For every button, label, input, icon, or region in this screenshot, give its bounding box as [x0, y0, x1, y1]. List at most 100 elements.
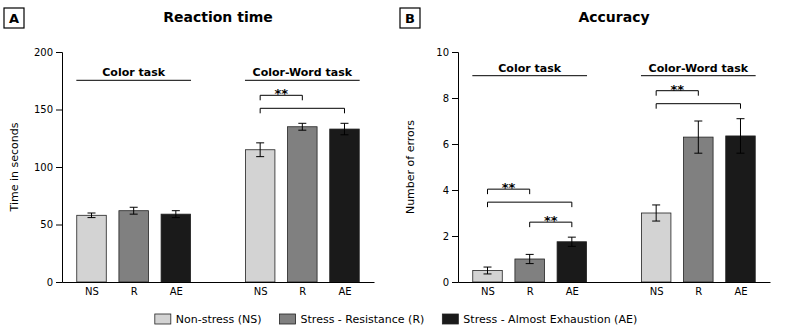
y-tick-label: 6 — [443, 139, 449, 150]
y-tick-mark — [452, 190, 458, 191]
y-tick-mark — [56, 167, 62, 168]
x-tick-label: NS — [85, 286, 99, 297]
y-tick: 0 — [47, 277, 62, 288]
significance-bracket — [260, 108, 344, 113]
x-axis-line — [459, 282, 771, 283]
x-tick-label: AE — [170, 286, 183, 297]
y-tick: 4 — [443, 185, 458, 196]
x-tick: NS — [481, 286, 495, 297]
bar — [330, 129, 360, 282]
x-tick-label: R — [299, 286, 306, 297]
legend-swatch — [280, 314, 296, 324]
error-bar — [526, 254, 534, 263]
y-tick-mark — [56, 282, 62, 283]
section-label: Color-Word task — [253, 66, 353, 79]
y-axis-title: Number of errors — [404, 120, 417, 214]
y-axis: 050100150200 — [34, 47, 63, 288]
bar — [684, 137, 714, 282]
x-tick: NS — [650, 286, 664, 297]
y-tick-mark — [56, 52, 62, 53]
chart: Reaction timeATime in seconds05010015020… — [0, 0, 792, 332]
legend-label: Stress - Almost Exhaustion (AE) — [463, 313, 637, 326]
plot-marks — [77, 123, 359, 282]
section-labels: Color taskColor-Word task — [472, 62, 755, 76]
legend: Non-stress (NS) Stress - Resistance (R) St… — [155, 313, 637, 326]
x-tick-label: AE — [338, 286, 351, 297]
panel-letter-box — [400, 8, 420, 28]
y-tick-label: 4 — [443, 185, 449, 196]
error-bar — [340, 123, 348, 135]
section-line — [641, 75, 756, 76]
x-tick-label: R — [131, 286, 138, 297]
x-axis: NSRAENSRAE — [459, 283, 771, 298]
error-bar — [172, 211, 180, 218]
annotations: ** — [260, 86, 344, 113]
y-axis-line — [452, 53, 459, 283]
error-bar — [652, 205, 660, 221]
y-tick: 6 — [443, 139, 458, 150]
x-tick-label: NS — [650, 286, 664, 297]
x-tick: R — [299, 286, 306, 297]
x-tick: AE — [566, 286, 579, 297]
legend-label: Stress - Resistance (R) — [301, 313, 425, 326]
y-tick: 10 — [436, 47, 458, 58]
y-tick-mark — [452, 236, 458, 237]
significance-bracket — [656, 104, 740, 109]
section-label: Color-Word task — [649, 62, 749, 75]
section-line — [245, 80, 360, 81]
bar — [161, 214, 191, 282]
x-tick-label: AE — [734, 286, 747, 297]
y-tick: 2 — [443, 231, 458, 242]
y-tick-label: 0 — [47, 277, 53, 288]
error-bar — [694, 121, 702, 153]
y-tick: 50 — [40, 219, 62, 230]
x-tick: AE — [734, 286, 747, 297]
error-bar — [256, 143, 264, 157]
significance-label: ** — [670, 82, 684, 97]
x-tick: NS — [254, 286, 268, 297]
significance-bracket — [488, 202, 572, 207]
legend-label: Non-stress (NS) — [176, 313, 262, 326]
y-axis-line — [56, 53, 63, 283]
panel-letter: A — [9, 11, 19, 26]
annotations: ** ** ** — [488, 82, 741, 228]
y-tick-mark — [452, 52, 458, 53]
legend-item: Non-stress (NS) — [155, 313, 262, 326]
y-tick-label: 150 — [34, 104, 53, 115]
section-line — [472, 75, 587, 76]
legend-swatch — [442, 314, 458, 324]
y-tick-mark — [56, 225, 62, 226]
y-tick: 8 — [443, 93, 458, 104]
section-labels: Color taskColor-Word task — [76, 66, 359, 80]
significance-label: ** — [544, 213, 558, 228]
x-tick: R — [527, 286, 534, 297]
bar — [726, 136, 756, 282]
panel: Reaction timeATime in seconds05010015020… — [4, 8, 375, 297]
bar — [557, 242, 587, 282]
error-bar — [568, 237, 576, 246]
y-tick: 150 — [34, 104, 62, 115]
error-bar — [484, 267, 492, 274]
significance-label: ** — [274, 86, 288, 101]
x-tick: NS — [85, 286, 99, 297]
y-tick-label: 200 — [34, 47, 53, 58]
legend-swatch — [155, 314, 171, 324]
panel: AccuracyBNumber of errors0246810NSRAENSR… — [400, 8, 771, 297]
significance-label: ** — [502, 180, 516, 195]
y-tick-label: 10 — [436, 47, 449, 58]
y-tick-label: 0 — [443, 277, 449, 288]
x-tick-label: R — [527, 286, 534, 297]
x-tick: AE — [338, 286, 351, 297]
x-axis: NS R AE NS R AE — [63, 283, 375, 298]
bar — [245, 150, 275, 282]
bar — [77, 215, 107, 282]
section-line — [76, 80, 191, 81]
y-tick-label: 50 — [40, 219, 53, 230]
x-tick-label: AE — [566, 286, 579, 297]
y-tick-mark — [452, 144, 458, 145]
legend-item: Stress - Resistance (R) — [280, 313, 425, 326]
x-tick-label: NS — [254, 286, 268, 297]
y-tick-label: 8 — [443, 93, 449, 104]
error-bar — [88, 213, 96, 218]
x-tick: AE — [170, 286, 183, 297]
